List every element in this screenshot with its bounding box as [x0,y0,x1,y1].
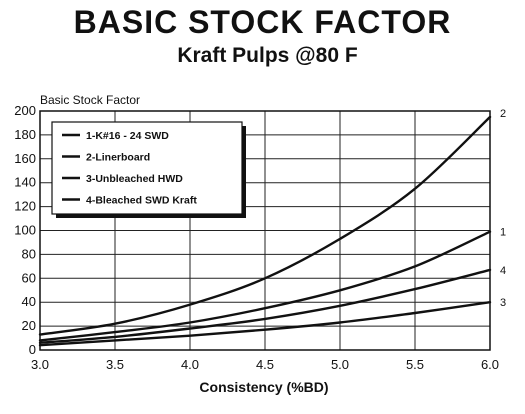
y-axis-label: Basic Stock Factor [40,93,140,107]
series-line-1 [38,230,492,342]
y-tick-label: 0 [29,342,36,357]
legend-entry-label: 4-Bleached SWD Kraft [86,195,197,207]
x-tick-label: 6.0 [481,357,499,372]
series-end-labels: 1 2 3 4 [500,108,506,309]
series-line-4 [38,268,492,344]
y-tick-label: 160 [14,151,36,166]
series-line-3 [38,301,492,347]
y-tick-label: 120 [14,199,36,214]
legend-entry-label: 2-Linerboard [86,152,150,164]
chart-title: BASIC STOCK FACTOR [73,4,452,40]
series-lines [38,115,492,347]
x-tick-label: 3.0 [31,357,49,372]
y-tick-label: 140 [14,175,36,190]
y-tick-label: 80 [22,246,36,261]
y-tick-label: 180 [14,127,36,142]
x-tick-label: 4.5 [256,357,274,372]
y-tick-label: 200 [14,103,36,118]
legend: 1-K#16 - 24 SWD 2-Linerboard 3-Unbleached … [51,121,246,218]
y-tick-label: 20 [22,318,36,333]
series-end-label-3: 3 [500,297,506,309]
y-tick-label: 60 [22,270,36,285]
series-end-label-2: 2 [500,108,506,120]
legend-entry-label: 3-Unbleached HWD [86,173,183,185]
y-tick-label: 40 [22,294,36,309]
x-tick-label: 5.0 [331,357,349,372]
legend-box [51,121,243,215]
y-tick-labels: 0 20 40 60 80 100 120 140 160 180 200 [14,103,36,357]
series-line-2 [38,115,492,336]
series-end-label-1: 1 [500,227,506,239]
x-tick-labels: 3.0 3.5 4.0 4.5 5.0 5.5 6.0 [31,357,499,372]
series-end-label-4: 4 [500,265,506,277]
x-tick-label: 4.0 [181,357,199,372]
x-tick-label: 5.5 [406,357,424,372]
x-tick-label: 3.5 [106,357,124,372]
chart-subtitle: Kraft Pulps @80 F [177,44,358,67]
y-tick-label: 100 [14,223,36,238]
x-axis-label: Consistency (%BD) [199,379,328,395]
legend-entry-label: 1-K#16 - 24 SWD [86,130,169,142]
